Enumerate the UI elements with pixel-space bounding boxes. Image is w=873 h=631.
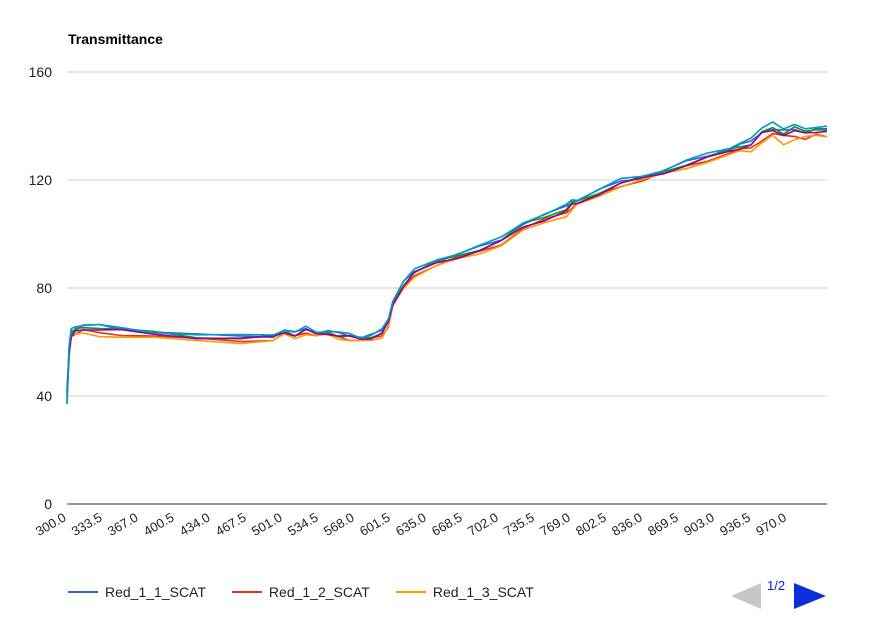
previous-page-arrow-icon[interactable]	[731, 583, 761, 609]
legend-item-1[interactable]: Red_1_1_SCAT	[68, 584, 206, 600]
legend-pager: 1/2	[731, 576, 831, 610]
y-tick-label-2: 80	[36, 280, 52, 296]
legend-item-3[interactable]: Red_1_3_SCAT	[395, 584, 534, 600]
x-tick-label-17: 869.5	[645, 510, 681, 539]
x-tick-label-11: 668.5	[429, 510, 465, 539]
x-tick-label-0: 300.0	[33, 510, 69, 539]
x-tick-label-8: 568.0	[321, 510, 357, 539]
x-tick-label-15: 802.5	[573, 510, 609, 539]
legend-item-2[interactable]: Red_1_2_SCAT	[231, 584, 370, 600]
x-tick-label-3: 400.5	[141, 510, 177, 539]
x-tick-label-6: 501.0	[249, 510, 285, 539]
legend-label-1: Red_1_1_SCAT	[105, 584, 206, 600]
x-tick-label-20: 970.0	[753, 510, 789, 539]
series-line-6	[66, 121, 828, 402]
legend-swatch-2	[231, 591, 262, 593]
series-line-3	[66, 134, 828, 399]
legend-label-3: Red_1_3_SCAT	[432, 584, 534, 600]
x-tick-label-9: 601.5	[357, 510, 393, 539]
x-tick-label-18: 903.0	[681, 510, 717, 539]
series-line-4	[66, 126, 828, 405]
legend: Red_1_1_SCAT Red_1_2_SCAT Red_1_3_SCAT	[68, 584, 560, 600]
chart-title: Transmittance	[68, 31, 163, 47]
x-tick-label-7: 534.5	[285, 510, 321, 539]
legend-swatch-3	[395, 591, 426, 593]
y-tick-label-1: 40	[36, 388, 52, 404]
series-line-2	[66, 132, 828, 397]
next-page-arrow-icon[interactable]	[794, 583, 826, 609]
y-tick-label-4: 160	[29, 64, 53, 80]
x-tick-label-14: 769.0	[537, 510, 573, 539]
y-tick-label-0: 0	[44, 496, 52, 512]
legend-label-2: Red_1_2_SCAT	[268, 584, 370, 600]
legend-swatch-1	[68, 591, 98, 593]
x-tick-label-5: 467.5	[213, 510, 249, 539]
x-tick-label-19: 936.5	[717, 510, 753, 539]
x-tick-label-12: 702.0	[465, 510, 501, 539]
x-tick-label-16: 836.0	[609, 510, 645, 539]
x-tick-label-13: 735.5	[501, 510, 537, 539]
y-tick-label-3: 120	[29, 172, 53, 188]
series-line-5	[66, 129, 828, 391]
x-tick-label-4: 434.0	[177, 510, 213, 539]
x-tick-label-2: 367.0	[105, 510, 141, 539]
x-tick-label-1: 333.5	[69, 510, 105, 539]
x-tick-label-10: 635.0	[393, 510, 429, 539]
pager-label: 1/2	[767, 578, 786, 593]
